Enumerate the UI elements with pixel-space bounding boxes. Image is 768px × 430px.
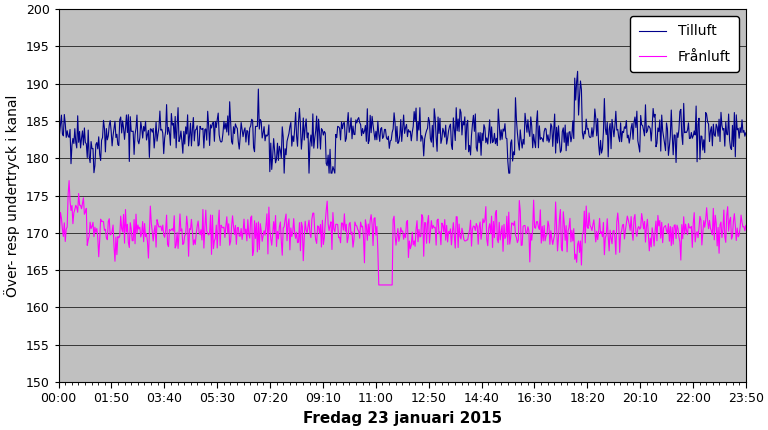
Tilluft (487, 124, 496, 129)
Frånluft (374, 283, 383, 288)
Frånluft (65, 178, 74, 183)
Tilluft (137, 126, 147, 131)
Tilluft (207, 126, 216, 131)
Frånluft (208, 213, 217, 218)
Tilluft (741, 130, 750, 135)
Tilluft (54, 122, 63, 127)
Tilluft (66, 161, 75, 166)
Tilluft (573, 69, 582, 74)
Tilluft (507, 137, 516, 142)
Line: Frånluft: Frånluft (58, 181, 746, 285)
Frånluft (741, 223, 750, 228)
Line: Tilluft: Tilluft (58, 71, 746, 173)
Tilluft (243, 129, 253, 134)
Frånluft (68, 203, 77, 208)
Frånluft (488, 245, 497, 250)
Frånluft (244, 232, 253, 237)
Frånluft (508, 221, 517, 226)
Frånluft (138, 219, 147, 224)
Y-axis label: Över- resp undertryck i kanal: Över- resp undertryck i kanal (4, 94, 20, 297)
Legend: Tilluft, Frånluft: Tilluft, Frånluft (631, 16, 739, 72)
Tilluft (280, 171, 289, 176)
Frånluft (54, 275, 63, 280)
X-axis label: Fredag 23 januari 2015: Fredag 23 januari 2015 (303, 411, 502, 426)
